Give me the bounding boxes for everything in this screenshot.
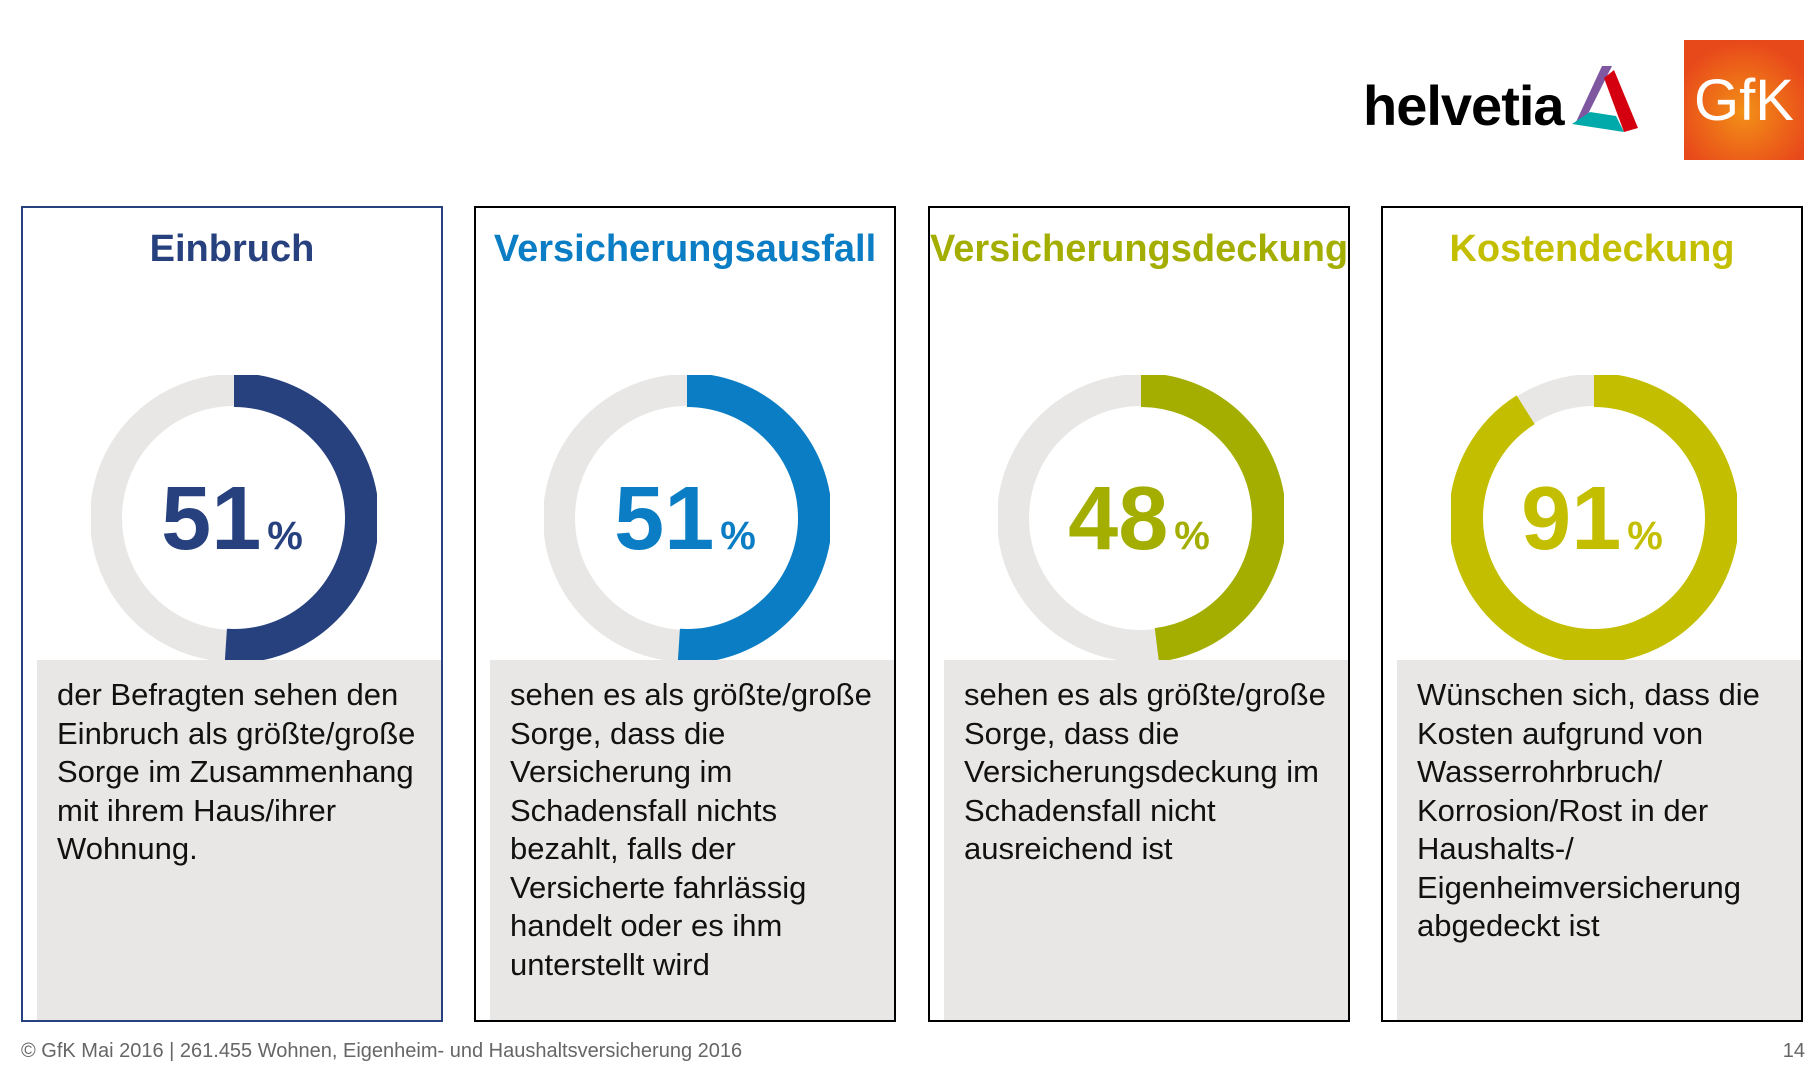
panel-title: Versicherungsausfall: [493, 228, 877, 270]
panel-title: Kostendeckung: [1449, 228, 1735, 270]
stat-panel: Versicherungsausfall 51% sehen es als gr…: [474, 206, 896, 1022]
donut-value-arc: [998, 375, 1284, 661]
panel-title: Versicherungsdeckung: [930, 228, 1349, 270]
panel-description: sehen es als größte/große Sorge, dass di…: [490, 660, 894, 1020]
panel-description: sehen es als größte/große Sorge, dass di…: [944, 660, 1348, 1020]
donut-value-arc: [544, 375, 830, 661]
percent-value: 51%: [23, 468, 441, 571]
stat-panel: Einbruch 51% der Befragten sehen den Ein…: [21, 206, 443, 1022]
gfk-logo: GfK: [1684, 40, 1804, 160]
stat-panel: Versicherungsdeckung 48% sehen es als gr…: [928, 206, 1350, 1022]
donut-value-arc: [91, 375, 377, 661]
percent-value: 48%: [930, 468, 1348, 571]
donut-chart: [544, 375, 830, 661]
stat-panel: Kostendeckung 91% Wünschen sich, dass di…: [1381, 206, 1803, 1022]
percent-sign: %: [1627, 514, 1663, 558]
percent-sign: %: [720, 514, 756, 558]
donut-chart: [998, 375, 1284, 661]
percent-value: 91%: [1383, 468, 1801, 571]
helvetia-logo: helvetia: [1363, 64, 1642, 134]
panel-description: Wünschen sich, dass die Kosten aufgrund …: [1397, 660, 1801, 1020]
donut-chart: [91, 375, 377, 661]
panel-title: Einbruch: [149, 228, 315, 270]
helvetia-wordmark: helvetia: [1363, 74, 1565, 137]
percent-number: 48: [1068, 469, 1169, 569]
percent-value: 51%: [476, 468, 894, 571]
percent-number: 51: [614, 469, 715, 569]
footer-source: © GfK Mai 2016 | 261.455 Wohnen, Eigenhe…: [21, 1040, 743, 1062]
percent-number: 91: [1521, 469, 1622, 569]
helvetia-triangle-icon: [1571, 66, 1638, 132]
percent-sign: %: [1174, 514, 1210, 558]
panel-description: der Befragten sehen den Einbruch als grö…: [37, 660, 441, 1020]
percent-number: 51: [161, 469, 262, 569]
donut-chart: [1451, 375, 1737, 661]
percent-sign: %: [267, 514, 303, 558]
gfk-wordmark: GfK: [1694, 67, 1794, 133]
donut-value-arc: [1451, 375, 1737, 661]
page-number: 14: [1782, 1040, 1805, 1062]
